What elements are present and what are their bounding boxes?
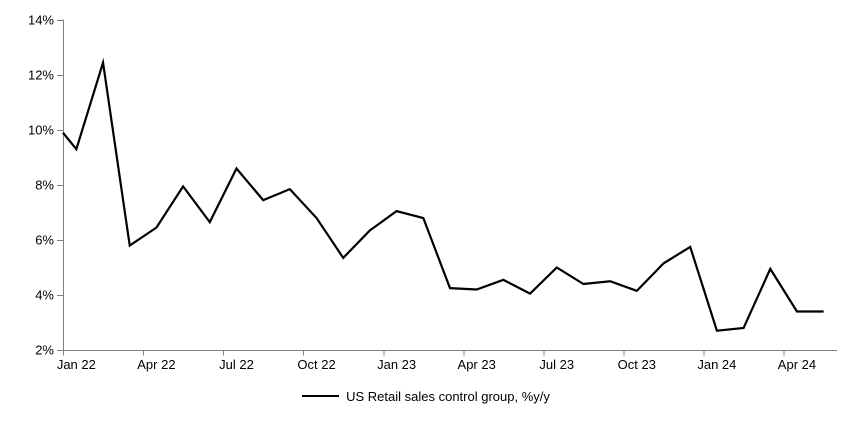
legend-line-sample-icon [302,395,340,397]
x-axis-tick-label: Jul 22 [219,357,254,372]
x-axis-tick-label: Jan 23 [377,357,416,372]
x-axis-tick-label: Jan 24 [697,357,736,372]
x-axis-tick-label: Apr 24 [778,357,816,372]
y-axis-tick-label: 10% [28,123,54,138]
y-axis-tick-label: 8% [35,178,54,193]
x-axis-tick-label: Jan 22 [57,357,96,372]
data-series-line [62,57,824,332]
y-axis-tick-label: 6% [35,233,54,248]
y-axis-tick-label: 4% [35,288,54,303]
legend-label: US Retail sales control group, %y/y [346,388,550,404]
y-axis-tick-label: 2% [35,343,54,358]
y-axis-tick-label: 14% [28,13,54,28]
x-axis-tick-label: Apr 22 [137,357,175,372]
x-axis-tick-label: Oct 23 [618,357,656,372]
x-axis-tick-label: Apr 23 [458,357,496,372]
x-axis-tick-label: Oct 22 [297,357,335,372]
x-axis-tick-label: Jul 23 [539,357,574,372]
chart-legend: US Retail sales control group, %y/y [0,387,852,405]
y-axis-tick-label: 12% [28,68,54,83]
